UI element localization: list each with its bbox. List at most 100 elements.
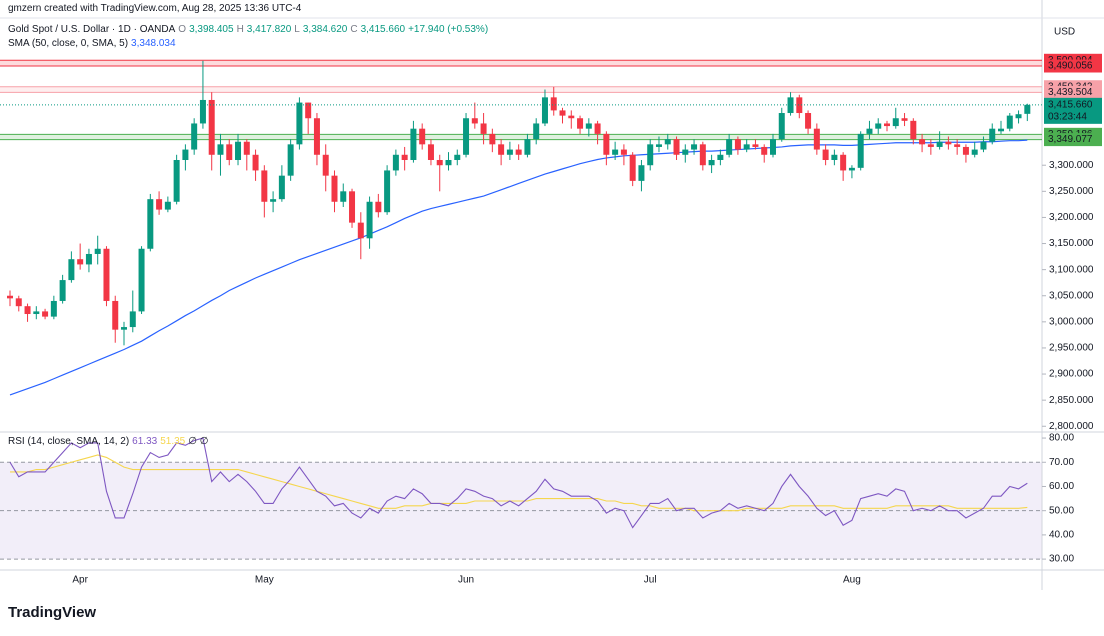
- ohlc-key: O: [178, 24, 187, 35]
- y-tick-label: 3,050.000: [1049, 290, 1094, 301]
- price-label: 3,439.504: [1048, 87, 1093, 98]
- candle-body: [717, 154, 724, 161]
- candle-body: [892, 118, 899, 127]
- y-tick-label: 3,300.000: [1049, 160, 1094, 171]
- candle-body: [235, 141, 242, 161]
- candle-body: [726, 139, 733, 155]
- candle-body: [673, 139, 680, 155]
- candle-body: [962, 146, 969, 155]
- candle-body: [734, 139, 741, 150]
- candle-body: [357, 222, 364, 239]
- candle-body: [708, 160, 715, 166]
- candle-body: [919, 139, 926, 145]
- candle-body: [94, 248, 101, 254]
- y-tick-label: 3,000.000: [1049, 316, 1094, 327]
- candle-body: [419, 128, 426, 145]
- sma-value: 3,348.034: [131, 38, 176, 49]
- y-tick-label: 3,150.000: [1049, 238, 1094, 249]
- candle-body: [980, 141, 987, 150]
- candle-body: [85, 253, 92, 265]
- countdown: 03:23:44: [1048, 111, 1087, 122]
- ohlc-value: 3,417.820: [246, 24, 292, 35]
- candle-body: [156, 199, 163, 210]
- candle-body: [655, 144, 662, 147]
- candle-body: [287, 144, 294, 176]
- candle-body: [805, 113, 812, 129]
- candle-body: [884, 123, 890, 127]
- candle-body: [1024, 104, 1031, 114]
- rsi-tick-label: 50.00: [1049, 505, 1074, 516]
- ohlc-value: 3,398.405: [189, 24, 234, 35]
- brand-logo: TradingView: [8, 604, 97, 621]
- candle-body: [506, 149, 513, 155]
- ohlc-key: H: [236, 24, 244, 35]
- candle-body: [410, 128, 417, 161]
- x-tick-label: Jun: [458, 575, 474, 586]
- symbol: Gold Spot / U.S. Dollar · 1D · OANDA: [8, 24, 176, 35]
- candle-body: [857, 133, 864, 168]
- candle-body: [384, 170, 391, 213]
- candle-body: [524, 139, 531, 155]
- candle-body: [577, 118, 584, 129]
- x-tick-label: Apr: [72, 575, 88, 586]
- candle-body: [103, 248, 110, 301]
- candle-body: [15, 298, 22, 307]
- candle-body: [787, 97, 794, 114]
- zone: [0, 134, 1042, 140]
- candle-body: [954, 144, 961, 147]
- candle-body: [349, 191, 356, 223]
- candle-body: [392, 154, 399, 171]
- candle-body: [699, 144, 706, 166]
- x-tick-label: Aug: [843, 575, 861, 586]
- zone: [0, 86, 1042, 93]
- candle-body: [252, 154, 259, 171]
- candle-body: [173, 160, 180, 202]
- candle-body: [243, 141, 250, 155]
- ohlc-key: L: [294, 24, 300, 35]
- candle-body: [182, 149, 189, 161]
- candle-body: [331, 175, 338, 202]
- y-tick-label: 2,800.000: [1049, 421, 1094, 432]
- candle-body: [138, 248, 145, 312]
- candle-body: [305, 102, 312, 119]
- candle-body: [226, 144, 233, 161]
- candle-body: [270, 199, 277, 202]
- rsi-name: RSI (14, close, SMA, 14, 2): [8, 436, 130, 447]
- candle-body: [427, 144, 434, 161]
- candle-body: [945, 141, 952, 145]
- price-label: 3,490.056: [1048, 61, 1093, 72]
- candle-body: [366, 201, 373, 239]
- candle-body: [515, 149, 522, 155]
- currency: USD: [1054, 27, 1075, 38]
- price-label-bg: [1044, 85, 1102, 99]
- rsi-tick-label: 40.00: [1049, 530, 1074, 541]
- ohlc-value: 3,415.660: [360, 24, 406, 35]
- candle-body: [769, 139, 776, 155]
- candle-body: [585, 123, 592, 129]
- zone: [0, 60, 1042, 67]
- candle-body: [199, 99, 206, 124]
- rsi-sma-value: 51.35: [160, 436, 186, 447]
- candle-body: [59, 280, 66, 301]
- candle-body: [901, 118, 908, 121]
- candle-body: [50, 300, 57, 317]
- candle-body: [647, 144, 654, 166]
- candle-body: [191, 123, 198, 150]
- candle-body: [208, 99, 215, 155]
- candle-body: [33, 311, 40, 315]
- candle-body: [682, 149, 689, 155]
- y-tick-label: 2,950.000: [1049, 343, 1094, 354]
- y-tick-label: 3,200.000: [1049, 212, 1094, 223]
- last-price-bg: [1044, 97, 1102, 124]
- candle-body: [463, 118, 470, 155]
- candle-body: [840, 154, 847, 171]
- y-tick-label: 3,100.000: [1049, 264, 1094, 275]
- candle-body: [164, 201, 171, 210]
- x-tick-label: Jul: [644, 575, 657, 586]
- candle-body: [831, 154, 838, 161]
- price-label-bg: [1044, 59, 1102, 73]
- candle-body: [629, 154, 636, 181]
- candle-body: [112, 300, 119, 330]
- candle-body: [603, 133, 610, 155]
